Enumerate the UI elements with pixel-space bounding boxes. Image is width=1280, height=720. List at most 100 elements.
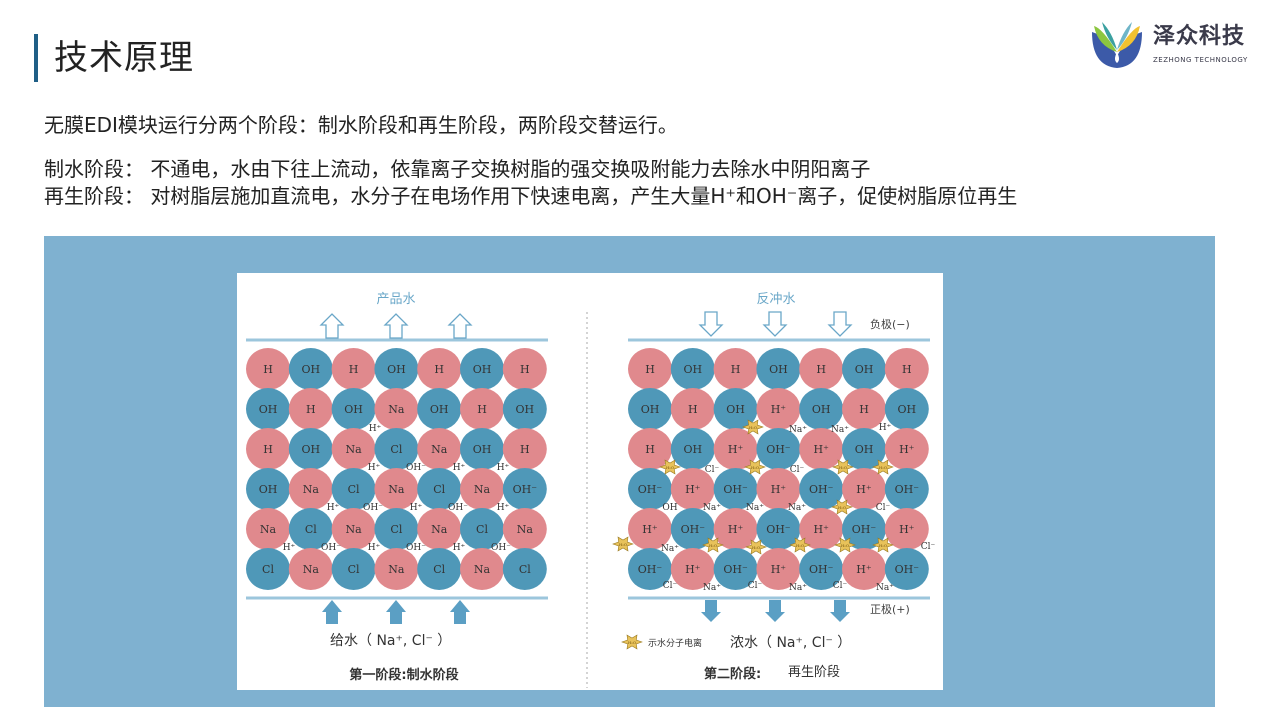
ion-label: H⁺ (327, 503, 340, 513)
resin-bead (799, 508, 844, 550)
bead-label: H⁺ (856, 563, 872, 576)
resin-bead (331, 468, 376, 510)
left-top-label: 产品水 (376, 292, 415, 307)
resin-bead (670, 388, 715, 430)
bead-label: H⁺ (642, 523, 658, 536)
bead-label: OH (812, 403, 831, 416)
bead-label: OH⁻ (809, 563, 834, 576)
bead-label: Na (346, 443, 363, 456)
resin-bead (460, 388, 504, 430)
resin-bead (884, 388, 929, 430)
resin-bead (417, 388, 462, 430)
h2o-star-label: H₂O (749, 425, 758, 430)
bead-label: OH (726, 403, 745, 416)
h2o-star-label: H₂O (839, 465, 848, 470)
resin-bead (842, 388, 886, 430)
h2o-star-icon (872, 537, 894, 553)
resin-bead (460, 428, 504, 470)
ion-label: H⁺ (368, 543, 381, 553)
anode-label: 正极(+) (870, 602, 910, 616)
resin-bead (670, 428, 715, 470)
logo-subtitle: ZEZHONG TECHNOLOGY (1153, 56, 1248, 64)
resin-bead (842, 428, 886, 470)
h2o-star-icon (789, 537, 811, 553)
h2o-star-icon (742, 419, 764, 435)
down-arrow-icon (830, 600, 850, 622)
ion-label: OH⁻ (363, 503, 383, 513)
bead-label: H⁺ (771, 563, 787, 576)
down-arrow-icon (701, 600, 721, 622)
ion-label: H⁺ (453, 543, 466, 553)
ion-label: Na⁺ (831, 425, 849, 435)
right-caption: 再生阶段 (788, 665, 840, 680)
bead-label: OH⁻ (681, 523, 706, 536)
bead-label: Cl (390, 523, 402, 536)
ion-label: Cl⁻ (663, 581, 678, 591)
bead-label: H⁺ (856, 483, 872, 496)
bead-label: Na (388, 483, 405, 496)
h2o-star-icon (612, 536, 634, 552)
resin-bead (756, 548, 801, 590)
resin-bead (713, 388, 758, 430)
resin-bead (628, 428, 672, 470)
bead-label: Cl (262, 563, 274, 576)
resin-bead (288, 388, 333, 430)
resin-bead (374, 468, 419, 510)
bead-label: OH⁻ (895, 483, 920, 496)
bead-label: Cl (433, 563, 445, 576)
legend-label: 示水分子电离 (648, 637, 702, 649)
resin-bead (502, 428, 547, 470)
resin-bead (502, 388, 547, 430)
resin-bead (756, 388, 801, 430)
resin-bead (756, 428, 801, 470)
resin-bead (756, 508, 801, 550)
ion-label: Cl⁻ (876, 503, 891, 513)
ion-label: H⁺ (879, 423, 892, 433)
ion-label: H⁺ (497, 463, 510, 473)
bead-label: OH (683, 363, 702, 376)
up-arrow-icon (386, 600, 406, 624)
bead-label: H (859, 403, 869, 416)
bead-label: Na (474, 563, 491, 576)
resin-bead (502, 348, 547, 390)
cathode-label: 负极(−) (870, 317, 910, 331)
resin-bead (884, 348, 929, 390)
resin-bead (713, 348, 758, 390)
h2o-star-icon (872, 459, 894, 475)
resin-bead (246, 548, 290, 590)
resin-bead (628, 468, 672, 510)
bead-label: Na (388, 403, 405, 416)
down-arrow-icon (827, 311, 853, 337)
bead-label: OH (387, 363, 406, 376)
up-arrow-icon (383, 313, 409, 339)
bead-label: OH (473, 443, 492, 456)
bead-label: H⁺ (899, 523, 915, 536)
h2o-star-label: H₂O (751, 465, 760, 470)
h2o-star-icon (834, 537, 856, 553)
bead-label: OH (301, 443, 320, 456)
bead-label: H (520, 363, 530, 376)
intro-text: 无膜EDI模块运行分两个阶段：制水阶段和再生阶段，两阶段交替运行。 (44, 113, 678, 137)
resin-bead (374, 348, 419, 390)
bead-label: H (520, 443, 530, 456)
bead-label: H (731, 363, 741, 376)
resin-bead (884, 468, 929, 510)
bead-label: H⁺ (685, 563, 701, 576)
bead-label: H⁺ (899, 443, 915, 456)
down-arrow-icon (762, 311, 788, 337)
up-arrow-icon (319, 313, 345, 339)
bead-label: OH (344, 403, 363, 416)
resin-bead (842, 348, 886, 390)
down-arrow-icon (698, 311, 724, 337)
bead-label: Cl (433, 483, 445, 496)
resin-bead (374, 548, 419, 590)
resin-bead (884, 548, 929, 590)
resin-bead (799, 388, 844, 430)
bead-label: H (349, 363, 359, 376)
ion-label: H⁺ (497, 503, 510, 513)
resin-bead (417, 428, 462, 470)
resin-bead (842, 468, 886, 510)
resin-bead (460, 508, 504, 550)
ion-label: Na⁺ (746, 503, 764, 513)
